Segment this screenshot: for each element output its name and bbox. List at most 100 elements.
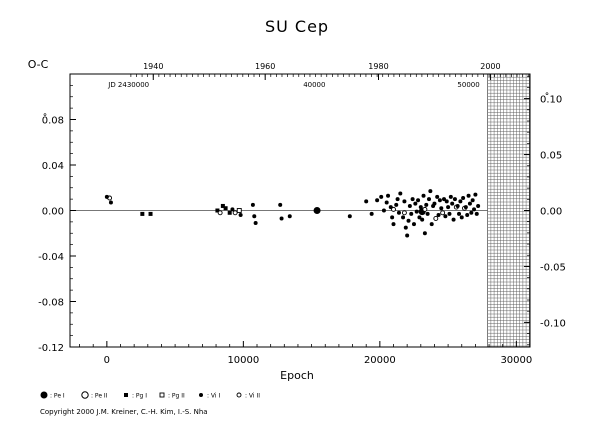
- data-point-vi-i: [402, 199, 407, 204]
- data-point-vi-i: [452, 197, 457, 202]
- data-point-vi-i: [474, 211, 479, 216]
- data-point-pg-i: [223, 206, 228, 211]
- data-point-pg-i: [124, 393, 128, 397]
- data-point-vi-i: [403, 225, 408, 230]
- data-point-vi-i: [444, 199, 449, 204]
- data-point-vi-i: [417, 215, 422, 220]
- data-point-vi-i: [457, 211, 462, 216]
- data-point-vi-i: [467, 201, 472, 206]
- y2-tick-label: 0.05: [540, 151, 562, 162]
- data-point-vi-ii: [422, 206, 428, 212]
- data-point-vi-i: [472, 207, 477, 212]
- degree-mark-right: [545, 92, 549, 95]
- data-point-vi-i: [459, 215, 464, 220]
- x-tick-label: 30000: [500, 355, 532, 366]
- data-point-vi-i: [394, 202, 399, 207]
- data-point-vi-i: [279, 216, 284, 221]
- top-year-label: 2000: [480, 62, 500, 71]
- legend: : Pe I: Pe II: Pg I: Pg II: Vi I: Vi II: [40, 391, 260, 400]
- top-jd-label: JD 2430000: [107, 81, 149, 89]
- data-point-vi-i: [429, 222, 434, 227]
- legend-label: : Vi II: [245, 393, 260, 400]
- top-year-label: 1980: [368, 62, 388, 71]
- data-point-vi-i: [391, 222, 396, 227]
- data-point-vi-i: [443, 214, 448, 219]
- data-point-vi-ii: [236, 392, 242, 398]
- data-points: [104, 189, 481, 238]
- data-point-vi-i: [442, 197, 447, 202]
- y-tick-label: -0.08: [38, 298, 64, 309]
- data-point-vi-i: [278, 202, 283, 207]
- data-point-vi-i: [347, 214, 352, 219]
- y2-tick-label: -0.05: [540, 262, 566, 273]
- data-point-vi-i: [238, 213, 243, 218]
- data-point-vi-i: [230, 207, 235, 212]
- data-point-vi-i: [450, 201, 455, 206]
- data-point-vi-i: [388, 205, 393, 210]
- legend-label: : Pe I: [50, 393, 65, 400]
- data-point-vi-ii: [232, 210, 238, 216]
- x-tick-label: 10000: [227, 355, 259, 366]
- data-point-pg-i: [220, 203, 225, 208]
- data-point-vi-i: [418, 205, 423, 210]
- y-tick-label: -0.04: [38, 252, 64, 263]
- data-point-vi-i: [395, 197, 400, 202]
- data-point-pe-i: [313, 207, 321, 214]
- y2-tick-label: 0.10: [540, 95, 562, 106]
- x-tick-label: 20000: [364, 355, 396, 366]
- data-point-vi-i: [447, 211, 452, 216]
- y-axis-label: O-C: [28, 58, 49, 71]
- data-point-vi-i: [466, 193, 471, 198]
- data-point-vi-i: [461, 195, 466, 200]
- data-point-vi-i: [381, 208, 386, 213]
- data-point-vi-i: [416, 198, 421, 203]
- data-point-vi-i: [422, 231, 427, 236]
- data-point-vi-ii: [433, 216, 439, 221]
- data-point-vi-i: [425, 211, 430, 216]
- data-point-pg-i: [148, 211, 153, 216]
- data-point-pg-i: [140, 211, 145, 216]
- data-point-pg-i: [215, 208, 220, 213]
- data-point-vi-i: [451, 217, 456, 222]
- data-point-vi-i: [396, 210, 401, 215]
- y-tick-label: 0.08: [42, 116, 64, 127]
- data-point-vi-ii: [401, 210, 407, 216]
- data-point-vi-i: [253, 221, 258, 226]
- top-jd-label: 40000: [303, 81, 325, 89]
- data-point-vi-i: [470, 198, 475, 203]
- data-point-vi-i: [436, 213, 441, 218]
- data-point-vi-i: [398, 191, 403, 196]
- data-point-vi-i: [405, 233, 410, 238]
- data-point-vi-i: [414, 209, 419, 214]
- data-point-vi-i: [435, 194, 440, 199]
- data-point-vi-i: [432, 201, 437, 206]
- y-tick-label: 0.00: [42, 207, 64, 218]
- data-point-vi-i: [455, 203, 460, 208]
- data-point-pe-i: [40, 391, 48, 399]
- data-point-vi-i: [199, 393, 203, 397]
- chart-title: SU Cep: [265, 17, 329, 36]
- data-point-vi-i: [401, 215, 406, 220]
- data-point-vi-i: [413, 201, 418, 206]
- axis-tick-labels: 0 10000 20000 30000 -0.12 -0.08 -0.04 0.00 0.04 0…: [38, 62, 566, 366]
- data-point-vi-i: [406, 218, 411, 223]
- data-point-vi-i: [104, 194, 109, 199]
- data-point-vi-i: [390, 215, 395, 220]
- data-point-vi-i: [386, 193, 391, 198]
- top-year-label: 1960: [255, 62, 275, 71]
- data-point-vi-i: [446, 205, 451, 210]
- y-tick-label: -0.12: [38, 343, 64, 354]
- x-tick-label: 0: [104, 355, 110, 366]
- data-point-vi-i: [439, 206, 444, 211]
- data-point-vi-i: [379, 194, 384, 199]
- data-point-vi-i: [469, 210, 474, 215]
- data-point-vi-i: [458, 199, 463, 204]
- data-point-vi-i: [448, 194, 453, 199]
- data-point-vi-i: [428, 189, 433, 194]
- data-point-vi-i: [426, 197, 431, 202]
- data-point-vi-ii: [440, 210, 446, 216]
- data-point-vi-i: [473, 192, 478, 197]
- data-point-vi-i: [465, 213, 470, 218]
- top-year-label: 1940: [143, 62, 163, 71]
